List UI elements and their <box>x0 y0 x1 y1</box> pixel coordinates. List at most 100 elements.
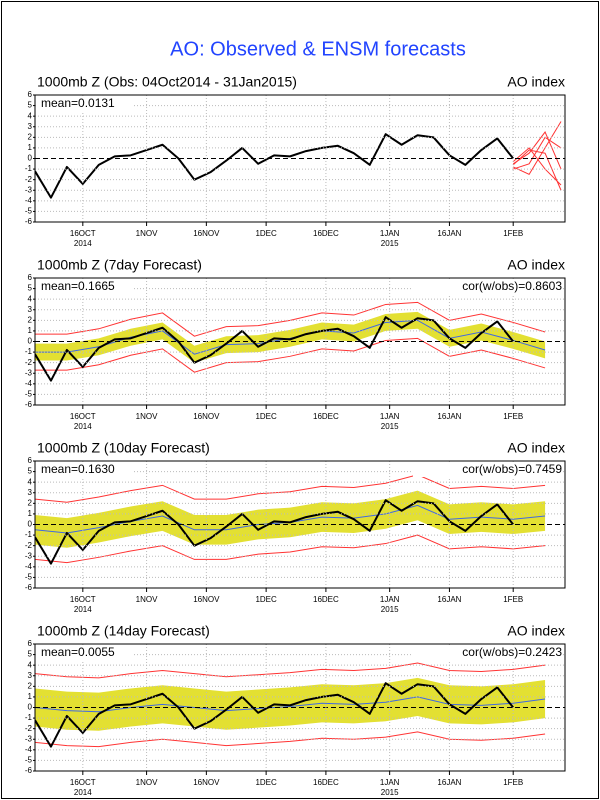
y-tick-label: -5 <box>25 756 33 765</box>
y-tick-label: 6 <box>28 456 33 465</box>
forecast-mean <box>35 319 546 355</box>
y-tick-label: 4 <box>28 477 33 486</box>
x-tick-label: 16DEC <box>313 595 339 604</box>
x-year-label: 2015 <box>381 605 399 614</box>
panel-right-title: AO index <box>507 440 565 456</box>
x-year-label: 2015 <box>381 239 399 248</box>
forecast-min <box>35 337 546 373</box>
y-tick-label: -5 <box>25 573 33 582</box>
label-bg <box>37 97 132 111</box>
member-line <box>513 136 562 170</box>
plot <box>35 662 546 748</box>
y-tick-label: -1 <box>25 713 33 722</box>
mean-label: mean=0.1630 <box>41 462 115 476</box>
plot <box>35 121 562 199</box>
mean-label: mean=0.0131 <box>41 96 115 110</box>
panel-right-title: AO index <box>507 257 565 273</box>
plot-border <box>34 277 566 406</box>
y-tick-label: 5 <box>28 284 33 293</box>
x-year-label: 2015 <box>381 422 399 431</box>
y-tick-label: -6 <box>25 217 33 226</box>
x-tick-label: 16JAN <box>437 595 461 604</box>
x-year-label: 2014 <box>74 788 92 797</box>
x-tick-label: 1DEC <box>255 595 277 604</box>
observed-line <box>35 133 514 199</box>
y-tick-label: 2 <box>28 498 33 507</box>
y-tick-label: -6 <box>25 766 33 775</box>
y-tick-label: -1 <box>25 347 33 356</box>
y-tick-label: -3 <box>25 368 33 377</box>
x-tick-label: 1FEB <box>503 412 523 421</box>
y-tick-label: 4 <box>28 660 33 669</box>
x-year-label: 2014 <box>74 605 92 614</box>
y-tick-label: -1 <box>25 530 33 539</box>
forecast-max <box>35 662 546 679</box>
x-tick-label: 1JAN <box>380 412 400 421</box>
y-tick-label: 0 <box>28 154 33 163</box>
y-tick-label: 3 <box>28 122 33 131</box>
y-tick-label: 4 <box>28 111 33 120</box>
x-tick-label: 16NOV <box>193 412 220 421</box>
y-tick-label: -4 <box>25 196 33 205</box>
x-tick-label: 16NOV <box>193 229 220 238</box>
y-tick-label: -3 <box>25 734 33 743</box>
x-tick-label: 16OCT <box>70 412 96 421</box>
x-tick-label: 1NOV <box>136 229 158 238</box>
y-tick-label: -6 <box>25 400 33 409</box>
member-line <box>512 121 562 176</box>
cor-label: cor(w/obs)=0.8603 <box>462 279 562 293</box>
mean-label: mean=0.0055 <box>41 645 115 659</box>
member-line <box>512 131 562 170</box>
y-tick-label: -4 <box>25 562 33 571</box>
forecast-band <box>35 490 546 548</box>
x-tick-label: 16DEC <box>313 412 339 421</box>
y-tick-label: 2 <box>28 132 33 141</box>
y-tick-label: 4 <box>28 294 33 303</box>
x-tick-label: 16NOV <box>193 595 220 604</box>
y-tick-label: -3 <box>25 551 33 560</box>
y-tick-label: 1 <box>28 143 33 152</box>
forecast-band <box>35 311 546 363</box>
label-bg <box>37 646 132 660</box>
y-tick-label: 1 <box>28 326 33 335</box>
x-tick-label: 1NOV <box>136 595 158 604</box>
x-tick-label: 16OCT <box>70 778 96 787</box>
y-tick-label: 3 <box>28 488 33 497</box>
x-tick-label: 1JAN <box>380 778 400 787</box>
member-line <box>512 147 562 186</box>
y-tick-label: -2 <box>25 724 33 733</box>
y-tick-label: 6 <box>28 273 33 282</box>
x-tick-label: 1JAN <box>380 595 400 604</box>
x-tick-label: 16JAN <box>437 229 461 238</box>
panel-right-title: AO index <box>507 623 565 639</box>
plot-border <box>34 460 566 589</box>
x-tick-label: 1DEC <box>255 412 277 421</box>
label-bg <box>413 280 563 294</box>
y-tick-label: 5 <box>28 467 33 476</box>
member-line <box>512 149 562 191</box>
mean-label: mean=0.1665 <box>41 279 115 293</box>
y-tick-label: 6 <box>28 90 33 99</box>
x-year-label: 2014 <box>74 422 92 431</box>
forecast-max <box>35 474 546 503</box>
label-bg <box>413 463 563 477</box>
observed-line <box>35 316 514 382</box>
y-tick-label: -4 <box>25 379 33 388</box>
cor-label: cor(w/obs)=0.7459 <box>462 462 562 476</box>
plot <box>35 474 546 565</box>
y-tick-label: 2 <box>28 681 33 690</box>
x-tick-label: 16DEC <box>313 778 339 787</box>
y-tick-label: 3 <box>28 671 33 680</box>
y-tick-label: -3 <box>25 185 33 194</box>
observed-line <box>35 682 514 748</box>
y-tick-label: 0 <box>28 520 33 529</box>
label-bg <box>37 463 132 477</box>
panel-title: 1000mb Z (10day Forecast) <box>37 440 210 456</box>
plot-border <box>34 643 566 772</box>
x-tick-label: 16JAN <box>437 778 461 787</box>
x-tick-label: 16OCT <box>70 229 96 238</box>
x-tick-label: 16NOV <box>193 778 220 787</box>
y-tick-label: -5 <box>25 390 33 399</box>
page-title: AO: Observed & ENSM forecasts <box>170 38 466 60</box>
